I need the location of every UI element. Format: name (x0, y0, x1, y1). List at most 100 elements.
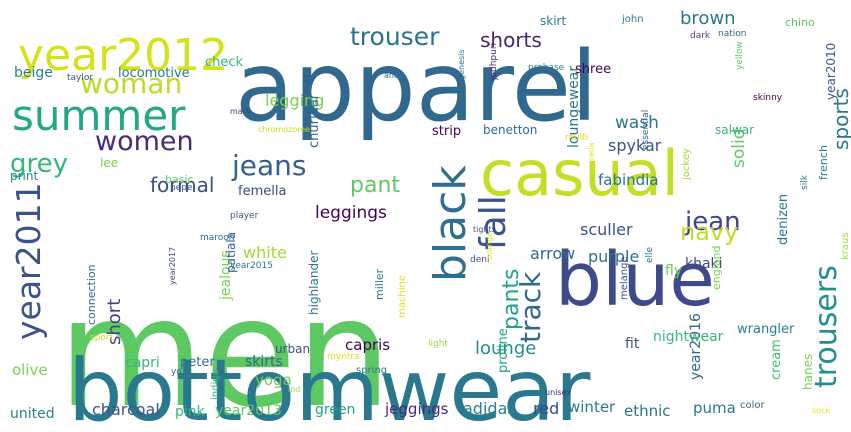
word-strip: strip (432, 124, 461, 139)
word-spring: spring (356, 365, 387, 376)
word-khaki: khaki (685, 256, 723, 272)
word-locomotive: locomotive (118, 66, 190, 81)
word-maroon: maroon (200, 233, 235, 243)
word-fall: fall (473, 195, 514, 250)
word-legging: legging (265, 91, 324, 110)
word-capri: capri (125, 355, 160, 371)
word-pepe: pepe (170, 183, 193, 193)
word-casual: casual (480, 137, 679, 210)
word-fly: fly (665, 263, 682, 279)
word-puma: puma (693, 399, 736, 417)
word-year2016: year2016 (688, 313, 704, 380)
word-unisex: unisex (545, 388, 571, 397)
word-taylor: taylor (67, 73, 93, 83)
word-brown: brown (680, 8, 736, 29)
word-skirt: skirt (540, 14, 566, 28)
word-pink: pink (175, 404, 206, 420)
word-myntra: myntra (327, 352, 360, 362)
word-arrow: arrow (530, 244, 575, 263)
word-elle: elle (645, 246, 655, 263)
word-french: french (817, 145, 830, 180)
word-peter: peter (180, 355, 215, 370)
word-skirts: skirts (245, 354, 283, 370)
word-melange: melange (619, 256, 630, 300)
word-aurelia: aurelia (587, 143, 596, 170)
word-track: track (514, 271, 547, 343)
word-sport: sport (90, 333, 114, 343)
word-trousers: trousers (809, 265, 844, 388)
word-cream: cream (769, 339, 784, 380)
word-wrangler: wrangler (737, 322, 795, 337)
word-trouser: trouser (350, 22, 440, 51)
word-basic: basic (165, 173, 194, 186)
word-red: red (533, 399, 559, 418)
word-blue: blue (555, 237, 715, 323)
word-jealous: jealous (218, 250, 234, 301)
word-year2017: year2017 (168, 247, 177, 285)
word-adidas: adidas (463, 399, 516, 418)
word-pants: pants (499, 269, 524, 330)
word-charcoal: charcoal (92, 400, 160, 419)
word-sports: sports (829, 88, 851, 150)
word-navy: navy (680, 218, 738, 246)
word-hanes: hanes (801, 354, 815, 390)
word-mark: mark (230, 107, 251, 116)
word-year2010: year2010 (824, 43, 838, 100)
word-ind: ind (288, 385, 300, 394)
word-urban: urban (275, 342, 310, 356)
word-sock: sock (812, 406, 830, 415)
word-men: men (58, 267, 391, 432)
word-player: player (230, 211, 259, 221)
word-capris: capris (345, 336, 390, 354)
word-pant: pant (350, 173, 400, 198)
word-nation: nation (718, 29, 746, 39)
word-print: print (10, 169, 38, 183)
word-leggings: leggings (315, 203, 387, 223)
word-jockey: jockey (681, 148, 692, 181)
word-shree: shree (575, 62, 611, 77)
word-year2011: year2011 (9, 182, 48, 340)
word-aneri: aneri (384, 71, 404, 80)
word-yellow: yellow (735, 41, 745, 70)
word-multi: multi (565, 133, 588, 143)
word-probase: probase (528, 63, 565, 73)
word-yoga: yoga (255, 371, 292, 389)
word-essential: essential (641, 110, 651, 150)
word-year2013: year2013 (215, 403, 282, 419)
word-nightwear: nightwear (653, 329, 724, 345)
word-wash: wash (615, 113, 659, 133)
word-grey: grey (10, 149, 68, 179)
word-fabindia: fabindia (598, 171, 659, 189)
word-orange: orange (485, 232, 494, 260)
word-chino: chino (785, 16, 815, 29)
word-sculler: sculler (580, 220, 633, 239)
word-lounge: lounge (475, 338, 536, 359)
word-indigo: indigo (210, 369, 221, 400)
word-bottomwear: bottomwear (68, 341, 591, 432)
word-miller: miller (373, 268, 386, 300)
word-connection: connection (85, 264, 98, 325)
word-salwar: salwar (715, 123, 754, 137)
word-spykar: spykar (608, 136, 662, 155)
word-tights: tights (473, 225, 496, 234)
word-ethnic: ethnic (624, 402, 671, 420)
word-white: white (243, 243, 287, 262)
word-solid: solid (729, 129, 749, 169)
word-jean: jean (684, 207, 741, 237)
word-summer: summer (12, 91, 186, 140)
word-lee: lee (100, 156, 118, 170)
word-england: england (710, 246, 723, 290)
word-chromozome: chromozome (258, 125, 310, 134)
word-churidar: churidar (307, 93, 322, 148)
word-silk: silk (800, 174, 810, 190)
word-proline: proline (496, 328, 511, 373)
word-light: light (428, 339, 448, 349)
word-women: women (95, 126, 194, 157)
word-loungewear: loungewear (566, 66, 582, 148)
word-highlander: highlander (307, 251, 321, 315)
word-machine: machine (397, 275, 408, 318)
word-united: united (10, 406, 55, 422)
word-benetton: benetton (483, 123, 537, 137)
word-apparel: apparel (235, 31, 598, 143)
